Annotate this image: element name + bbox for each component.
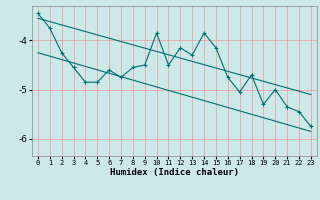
- X-axis label: Humidex (Indice chaleur): Humidex (Indice chaleur): [110, 168, 239, 177]
